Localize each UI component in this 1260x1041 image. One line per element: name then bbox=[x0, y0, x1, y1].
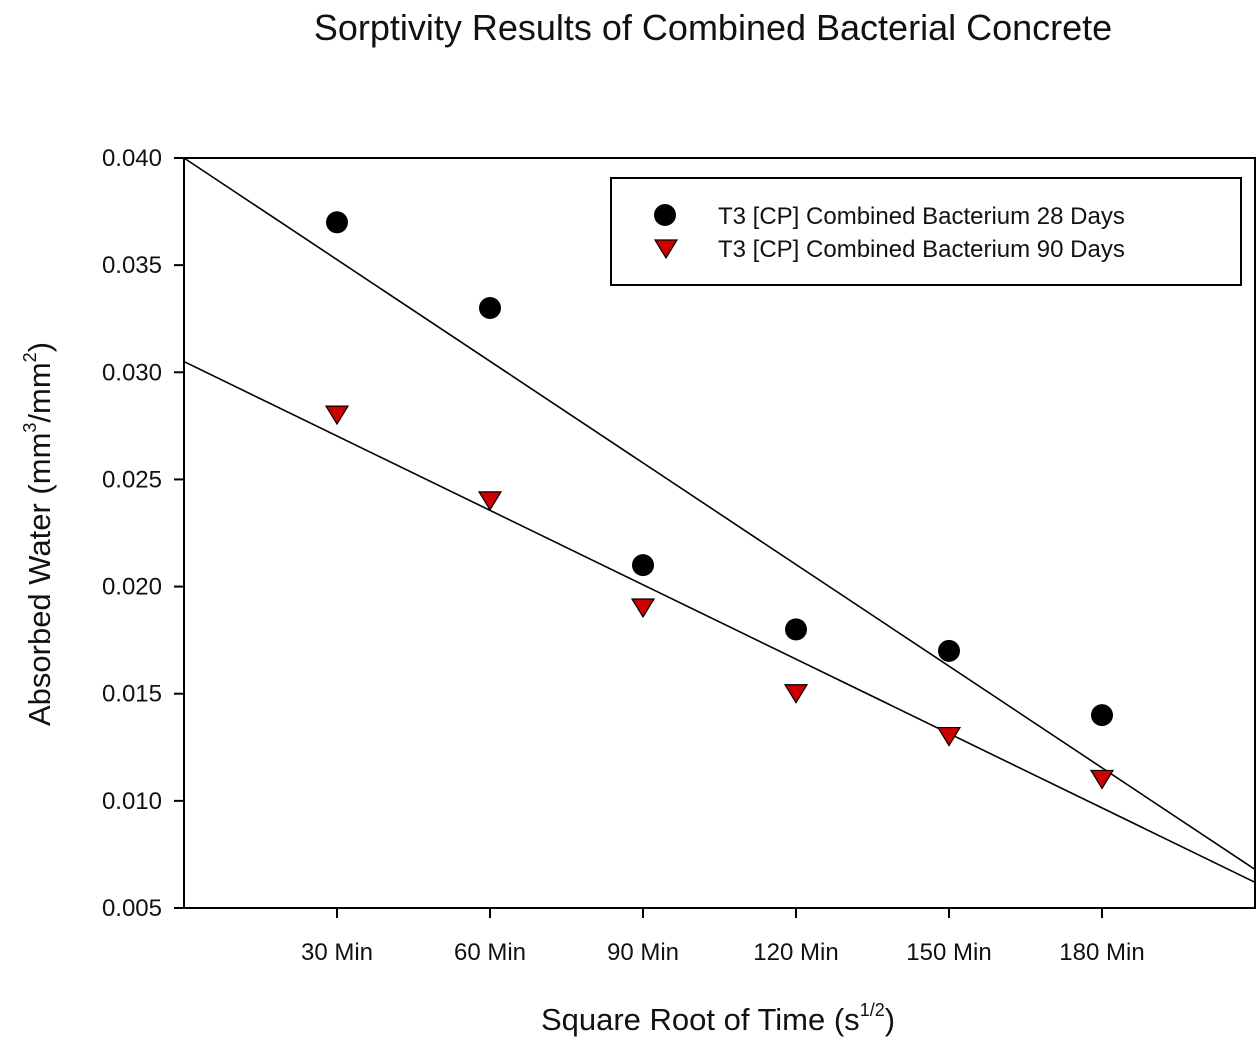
y-tick-label: 0.010 bbox=[102, 788, 162, 815]
x-axis: 30 Min 60 Min 90 Min 120 Min 150 Min 180 Min bbox=[301, 908, 1145, 966]
y-tick-label: 0.025 bbox=[102, 466, 162, 493]
x-tick-label: 60 Min bbox=[454, 939, 526, 966]
data-point-series-1 bbox=[630, 598, 656, 619]
y-tick-label: 0.005 bbox=[102, 895, 162, 922]
legend-marker-90-days bbox=[653, 239, 679, 260]
data-point-series-1 bbox=[477, 491, 503, 512]
data-points bbox=[324, 211, 1115, 790]
y-tick-label: 0.015 bbox=[102, 681, 162, 708]
plot-frame bbox=[183, 157, 1256, 909]
data-point-series-0 bbox=[938, 639, 960, 662]
x-tick-label: 150 Min bbox=[906, 939, 991, 966]
legend-label-90-days: T3 [CP] Combined Bacterium 90 Days bbox=[718, 236, 1125, 263]
y-tick-label: 0.035 bbox=[102, 252, 162, 279]
y-axis-label: Absorbed Water (mm3/mm2) bbox=[20, 342, 57, 726]
data-point-series-1 bbox=[783, 684, 809, 704]
x-tick-label: 180 Min bbox=[1059, 939, 1144, 966]
data-point-series-1 bbox=[936, 726, 962, 747]
legend-label-28-days: T3 [CP] Combined Bacterium 28 Days bbox=[718, 203, 1125, 230]
data-point-series-0 bbox=[479, 297, 501, 319]
x-axis-label: Square Root of Time (s1/2) bbox=[541, 1000, 895, 1037]
y-tick-label: 0.040 bbox=[102, 145, 162, 172]
data-point-series-0 bbox=[632, 554, 654, 577]
data-point-series-0 bbox=[785, 618, 807, 641]
x-tick-label: 30 Min bbox=[301, 939, 373, 966]
trend-lines bbox=[183, 157, 1256, 884]
data-point-series-1 bbox=[1089, 769, 1115, 790]
x-tick-label: 90 Min bbox=[607, 939, 679, 966]
legend-marker-28-days bbox=[654, 204, 676, 226]
data-point-series-1 bbox=[324, 405, 350, 426]
y-axis: 0.005 0.010 0.015 0.020 0.025 0.030 0.035 0.040 bbox=[102, 145, 184, 922]
legend-box bbox=[610, 177, 1242, 286]
y-tick-label: 0.030 bbox=[102, 359, 162, 386]
trend-line-series-1 bbox=[183, 360, 1256, 884]
data-point-series-0 bbox=[1091, 704, 1113, 727]
trend-line-series-0 bbox=[183, 157, 1256, 871]
chart-title: Sorptivity Results of Combined Bacterial… bbox=[314, 7, 1112, 48]
data-point-series-0 bbox=[326, 211, 348, 234]
y-tick-label: 0.020 bbox=[102, 574, 162, 601]
x-tick-label: 120 Min bbox=[753, 939, 838, 966]
legend: T3 [CP] Combined Bacterium 28 Days T3 [C… bbox=[610, 177, 1242, 286]
